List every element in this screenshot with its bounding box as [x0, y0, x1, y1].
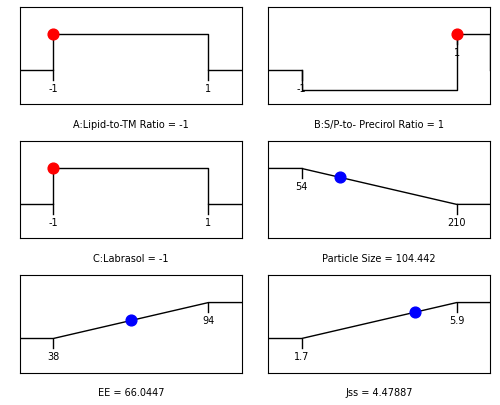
Point: [336, 175, 344, 181]
Text: Particle Size = 104.442: Particle Size = 104.442: [322, 254, 436, 263]
Text: B:S/P-to- Precirol Ratio = 1: B:S/P-to- Precirol Ratio = 1: [314, 119, 444, 130]
Text: 1: 1: [206, 217, 212, 228]
Text: 210: 210: [448, 217, 466, 228]
Text: C:Labrasol = -1: C:Labrasol = -1: [93, 254, 168, 263]
Text: Jss = 4.47887: Jss = 4.47887: [346, 387, 413, 397]
Text: 1: 1: [206, 84, 212, 94]
Text: 5.9: 5.9: [449, 315, 464, 325]
Text: 1.7: 1.7: [294, 351, 309, 361]
Text: 1: 1: [454, 48, 460, 58]
Text: -1: -1: [48, 217, 58, 228]
Text: -1: -1: [48, 84, 58, 94]
Text: A:Lipid-to-TM Ratio = -1: A:Lipid-to-TM Ratio = -1: [73, 119, 188, 130]
Text: 94: 94: [202, 315, 214, 325]
Point: [452, 32, 460, 38]
Point: [411, 309, 419, 315]
Text: 38: 38: [47, 351, 60, 361]
Text: 54: 54: [296, 181, 308, 192]
Point: [50, 32, 58, 38]
Point: [50, 166, 58, 172]
Text: EE = 66.0447: EE = 66.0447: [98, 387, 164, 397]
Text: -1: -1: [296, 84, 306, 94]
Point: [127, 318, 135, 324]
